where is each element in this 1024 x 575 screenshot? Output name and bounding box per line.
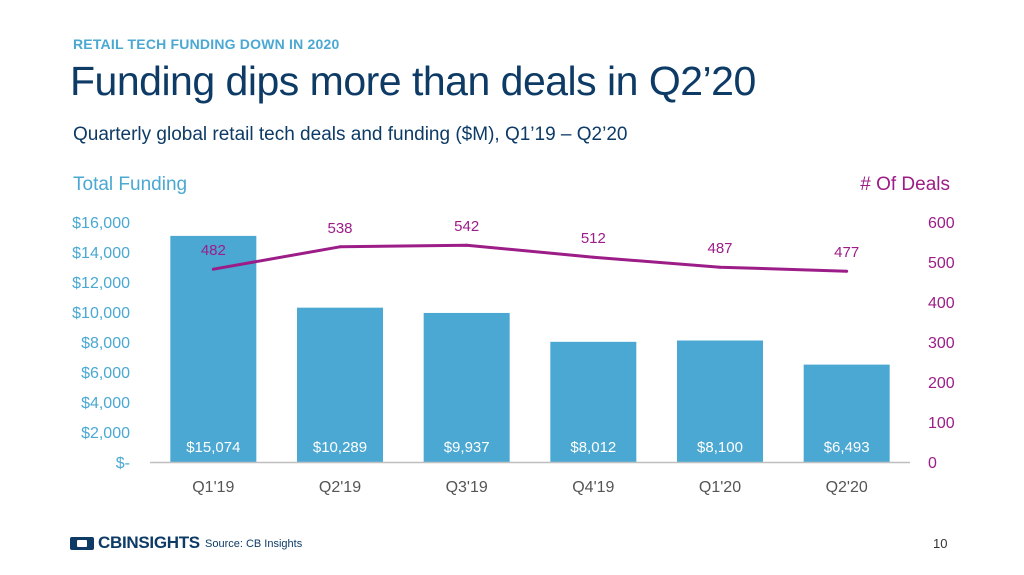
deals-data-label: 512 xyxy=(581,230,606,247)
funding-bar xyxy=(423,312,510,462)
funding-bar xyxy=(677,340,763,462)
deals-point xyxy=(465,243,469,247)
deals-point xyxy=(591,255,595,259)
funding-bar-label: $9,937 xyxy=(444,439,490,456)
left-tick-label: $10,000 xyxy=(72,305,130,322)
category-label: Q1'20 xyxy=(699,479,741,496)
funding-bar-label: $8,012 xyxy=(570,439,616,456)
right-axis-title: # Of Deals xyxy=(860,174,950,195)
left-tick-label: $14,000 xyxy=(72,245,130,262)
kicker-label: RETAIL TECH FUNDING DOWN IN 2020 xyxy=(73,36,340,52)
left-tick-label: $4,000 xyxy=(81,395,130,412)
funding-bar-label: $8,100 xyxy=(697,439,743,456)
deals-data-label: 482 xyxy=(201,242,226,259)
left-tick-label: $- xyxy=(116,455,130,472)
page-title: Funding dips more than deals in Q2’20 xyxy=(70,58,756,104)
funding-bar xyxy=(803,364,890,462)
funding-bar-label: $6,493 xyxy=(824,439,870,456)
funding-bar xyxy=(170,235,257,462)
right-tick-label: 200 xyxy=(928,375,955,392)
deals-point xyxy=(211,267,215,271)
right-tick-label: 100 xyxy=(928,415,955,432)
source-note: Source: CB Insights xyxy=(205,538,303,550)
deals-data-label: 487 xyxy=(707,240,732,257)
left-tick-label: $16,000 xyxy=(72,215,130,232)
left-tick-label: $6,000 xyxy=(81,365,130,382)
category-label: Q3'19 xyxy=(446,479,488,496)
category-label: Q1'19 xyxy=(192,479,234,496)
deals-point xyxy=(338,245,342,249)
left-tick-label: $2,000 xyxy=(81,425,130,442)
deals-data-label: 477 xyxy=(834,244,859,261)
right-tick-label: 400 xyxy=(928,295,955,312)
cb-insights-logo: CBINSIGHTS xyxy=(70,533,200,553)
right-tick-label: 300 xyxy=(928,335,955,352)
funding-bar-label: $10,289 xyxy=(313,439,367,456)
left-axis-title: Total Funding xyxy=(73,174,187,195)
deals-data-label: 538 xyxy=(327,220,352,237)
cb-logo-icon xyxy=(70,536,94,550)
deals-point xyxy=(845,269,849,273)
right-tick-label: 0 xyxy=(928,455,937,472)
deals-data-label: 542 xyxy=(454,218,479,235)
category-label: Q2'20 xyxy=(826,479,868,496)
left-tick-label: $8,000 xyxy=(81,335,130,352)
page-subtitle: Quarterly global retail tech deals and f… xyxy=(73,124,628,145)
page-number: 10 xyxy=(933,536,948,551)
deals-point xyxy=(718,265,722,269)
logo-text: CBINSIGHTS xyxy=(98,533,200,552)
right-tick-label: 500 xyxy=(928,255,955,272)
left-tick-label: $12,000 xyxy=(72,275,130,292)
funding-bar xyxy=(297,307,383,462)
deals-line xyxy=(213,243,847,273)
funding-bar-label: $15,074 xyxy=(186,439,240,456)
right-tick-label: 600 xyxy=(928,215,955,232)
category-label: Q4'19 xyxy=(572,479,614,496)
category-label: Q2'19 xyxy=(319,479,361,496)
funding-bar xyxy=(550,341,637,462)
